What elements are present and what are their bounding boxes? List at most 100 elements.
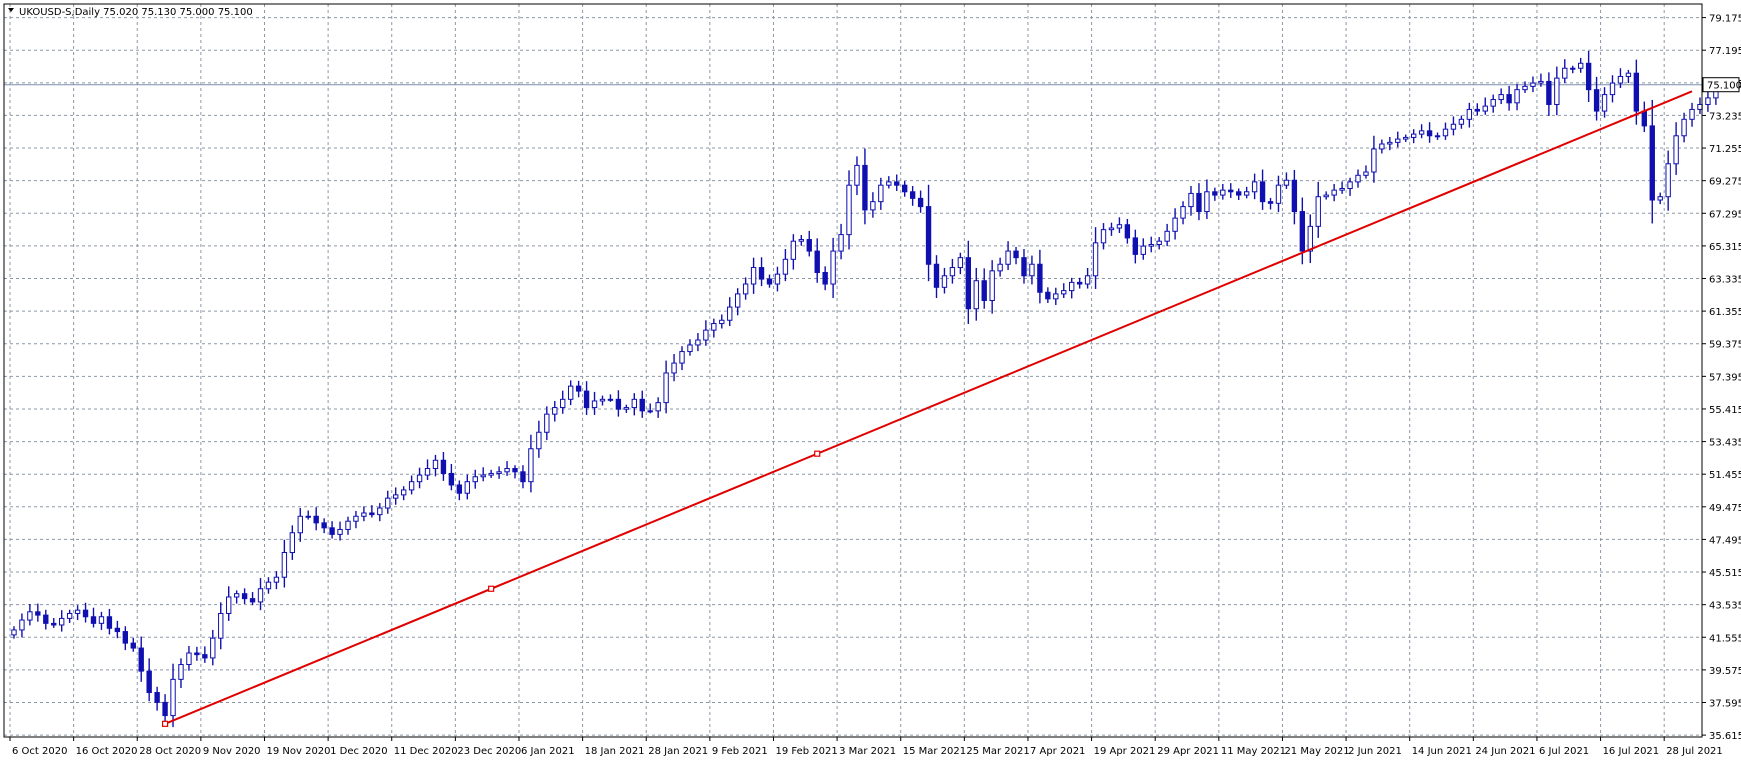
- candle[interactable]: [1458, 115, 1465, 129]
- candle[interactable]: [432, 454, 439, 477]
- candle[interactable]: [870, 192, 876, 218]
- candle[interactable]: [615, 390, 622, 417]
- candle[interactable]: [35, 603, 41, 622]
- candle[interactable]: [11, 626, 17, 639]
- candle[interactable]: [782, 249, 789, 282]
- candle[interactable]: [146, 658, 152, 702]
- candle[interactable]: [369, 505, 375, 518]
- candle[interactable]: [106, 608, 113, 635]
- candle[interactable]: [416, 467, 423, 489]
- candle[interactable]: [226, 586, 232, 621]
- candle[interactable]: [1307, 214, 1313, 264]
- candle[interactable]: [902, 181, 908, 197]
- candle[interactable]: [830, 237, 836, 299]
- candle[interactable]: [766, 274, 773, 288]
- candle[interactable]: [210, 629, 216, 666]
- candle[interactable]: [1347, 177, 1353, 196]
- candle[interactable]: [472, 469, 478, 489]
- candle[interactable]: [1148, 236, 1154, 253]
- candle[interactable]: [1609, 75, 1616, 103]
- candle[interactable]: [130, 637, 136, 652]
- candle[interactable]: [1212, 187, 1218, 201]
- candle[interactable]: [74, 605, 81, 621]
- candle[interactable]: [1116, 217, 1123, 233]
- candle[interactable]: [345, 516, 351, 535]
- candle[interactable]: [19, 613, 25, 638]
- candle[interactable]: [965, 240, 972, 324]
- candle[interactable]: [1665, 150, 1671, 211]
- candle[interactable]: [917, 190, 924, 213]
- candle[interactable]: [321, 518, 327, 534]
- candle[interactable]: [711, 318, 717, 338]
- candle[interactable]: [1657, 192, 1663, 205]
- candle[interactable]: [66, 609, 73, 623]
- candle[interactable]: [1140, 238, 1146, 260]
- candle[interactable]: [194, 646, 200, 661]
- candle[interactable]: [1466, 102, 1473, 128]
- candle[interactable]: [186, 645, 192, 671]
- candle[interactable]: [981, 268, 987, 309]
- candle[interactable]: [639, 390, 645, 418]
- candle[interactable]: [1434, 132, 1441, 140]
- candle[interactable]: [1323, 191, 1329, 200]
- candle[interactable]: [408, 475, 415, 495]
- candle[interactable]: [90, 607, 97, 628]
- candle[interactable]: [1689, 102, 1695, 127]
- candle[interactable]: [281, 539, 288, 588]
- candle[interactable]: [734, 288, 741, 316]
- candle[interactable]: [178, 658, 184, 688]
- candle[interactable]: [1228, 183, 1234, 198]
- candle[interactable]: [1045, 287, 1051, 303]
- candle[interactable]: [567, 380, 574, 406]
- candle[interactable]: [424, 459, 431, 481]
- candle[interactable]: [862, 148, 868, 225]
- trendline-anchor-point[interactable]: [161, 720, 169, 727]
- candle[interactable]: [114, 620, 121, 639]
- candle[interactable]: [1243, 186, 1250, 199]
- candle[interactable]: [1450, 116, 1457, 136]
- candle[interactable]: [1092, 227, 1099, 289]
- candle[interactable]: [273, 571, 280, 590]
- candle[interactable]: [798, 235, 804, 246]
- candle[interactable]: [957, 252, 964, 275]
- candle[interactable]: [377, 503, 383, 522]
- candle[interactable]: [1188, 186, 1194, 216]
- candle[interactable]: [806, 230, 812, 257]
- candle[interactable]: [727, 297, 733, 327]
- candle[interactable]: [1379, 139, 1385, 154]
- candle[interactable]: [1577, 57, 1584, 73]
- candle[interactable]: [448, 463, 455, 491]
- candle[interactable]: [162, 694, 168, 723]
- candle[interactable]: [1180, 201, 1186, 225]
- candle[interactable]: [575, 380, 582, 398]
- candle[interactable]: [1037, 249, 1043, 304]
- candle[interactable]: [1705, 88, 1711, 112]
- candle[interactable]: [1371, 135, 1377, 183]
- candle[interactable]: [552, 400, 558, 422]
- candle[interactable]: [1530, 76, 1536, 93]
- candle[interactable]: [536, 420, 542, 458]
- candle[interactable]: [941, 267, 948, 294]
- candle[interactable]: [1259, 169, 1266, 210]
- candle[interactable]: [170, 663, 176, 728]
- candle[interactable]: [1029, 255, 1035, 285]
- candle[interactable]: [337, 521, 343, 541]
- candle[interactable]: [989, 260, 995, 314]
- candle[interactable]: [1061, 283, 1067, 299]
- candle[interactable]: [27, 603, 33, 626]
- candle[interactable]: [544, 406, 550, 441]
- candle[interactable]: [456, 480, 463, 501]
- candle[interactable]: [233, 590, 240, 604]
- candle[interactable]: [703, 320, 709, 346]
- candle[interactable]: [1156, 237, 1162, 250]
- candle[interactable]: [1395, 131, 1401, 148]
- candle[interactable]: [1426, 122, 1433, 143]
- candle[interactable]: [1291, 169, 1298, 225]
- candle[interactable]: [1236, 188, 1242, 201]
- candle[interactable]: [218, 602, 224, 650]
- candle[interactable]: [854, 156, 860, 196]
- candle[interactable]: [671, 354, 677, 382]
- trendline-segment[interactable]: [164, 90, 1693, 725]
- candle[interactable]: [504, 461, 510, 476]
- candle[interactable]: [1625, 69, 1632, 84]
